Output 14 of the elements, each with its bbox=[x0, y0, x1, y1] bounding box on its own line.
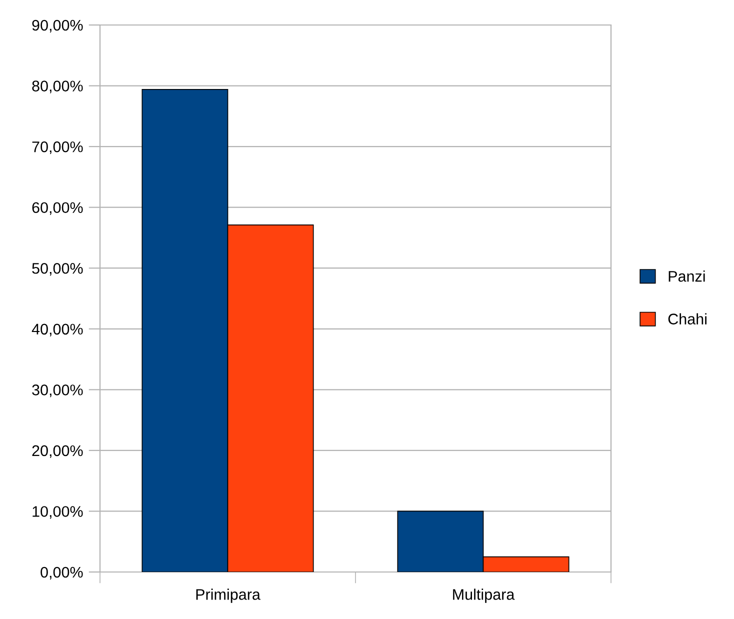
y-tick-label: 60,00% bbox=[32, 202, 83, 215]
y-tick-label: 30,00% bbox=[32, 384, 83, 398]
y-tick-label: 40,00% bbox=[32, 324, 83, 336]
legend-label: Panzi bbox=[668, 270, 705, 282]
y-tick-label: 70,00% bbox=[32, 141, 83, 154]
legend-label: Chahi bbox=[668, 313, 706, 324]
y-tick-label: 10,00% bbox=[32, 506, 83, 519]
y-tick-label: 20,00% bbox=[32, 445, 83, 458]
y-tick-label: 80,00% bbox=[32, 80, 83, 94]
y-tick-label: 50,00% bbox=[32, 262, 83, 276]
x-tick-label: Primipara bbox=[196, 588, 260, 603]
x-tick-label: Multipara bbox=[453, 588, 515, 603]
y-tick-label: 0,00% bbox=[40, 566, 83, 580]
y-tick-label: 90,00% bbox=[32, 20, 83, 32]
